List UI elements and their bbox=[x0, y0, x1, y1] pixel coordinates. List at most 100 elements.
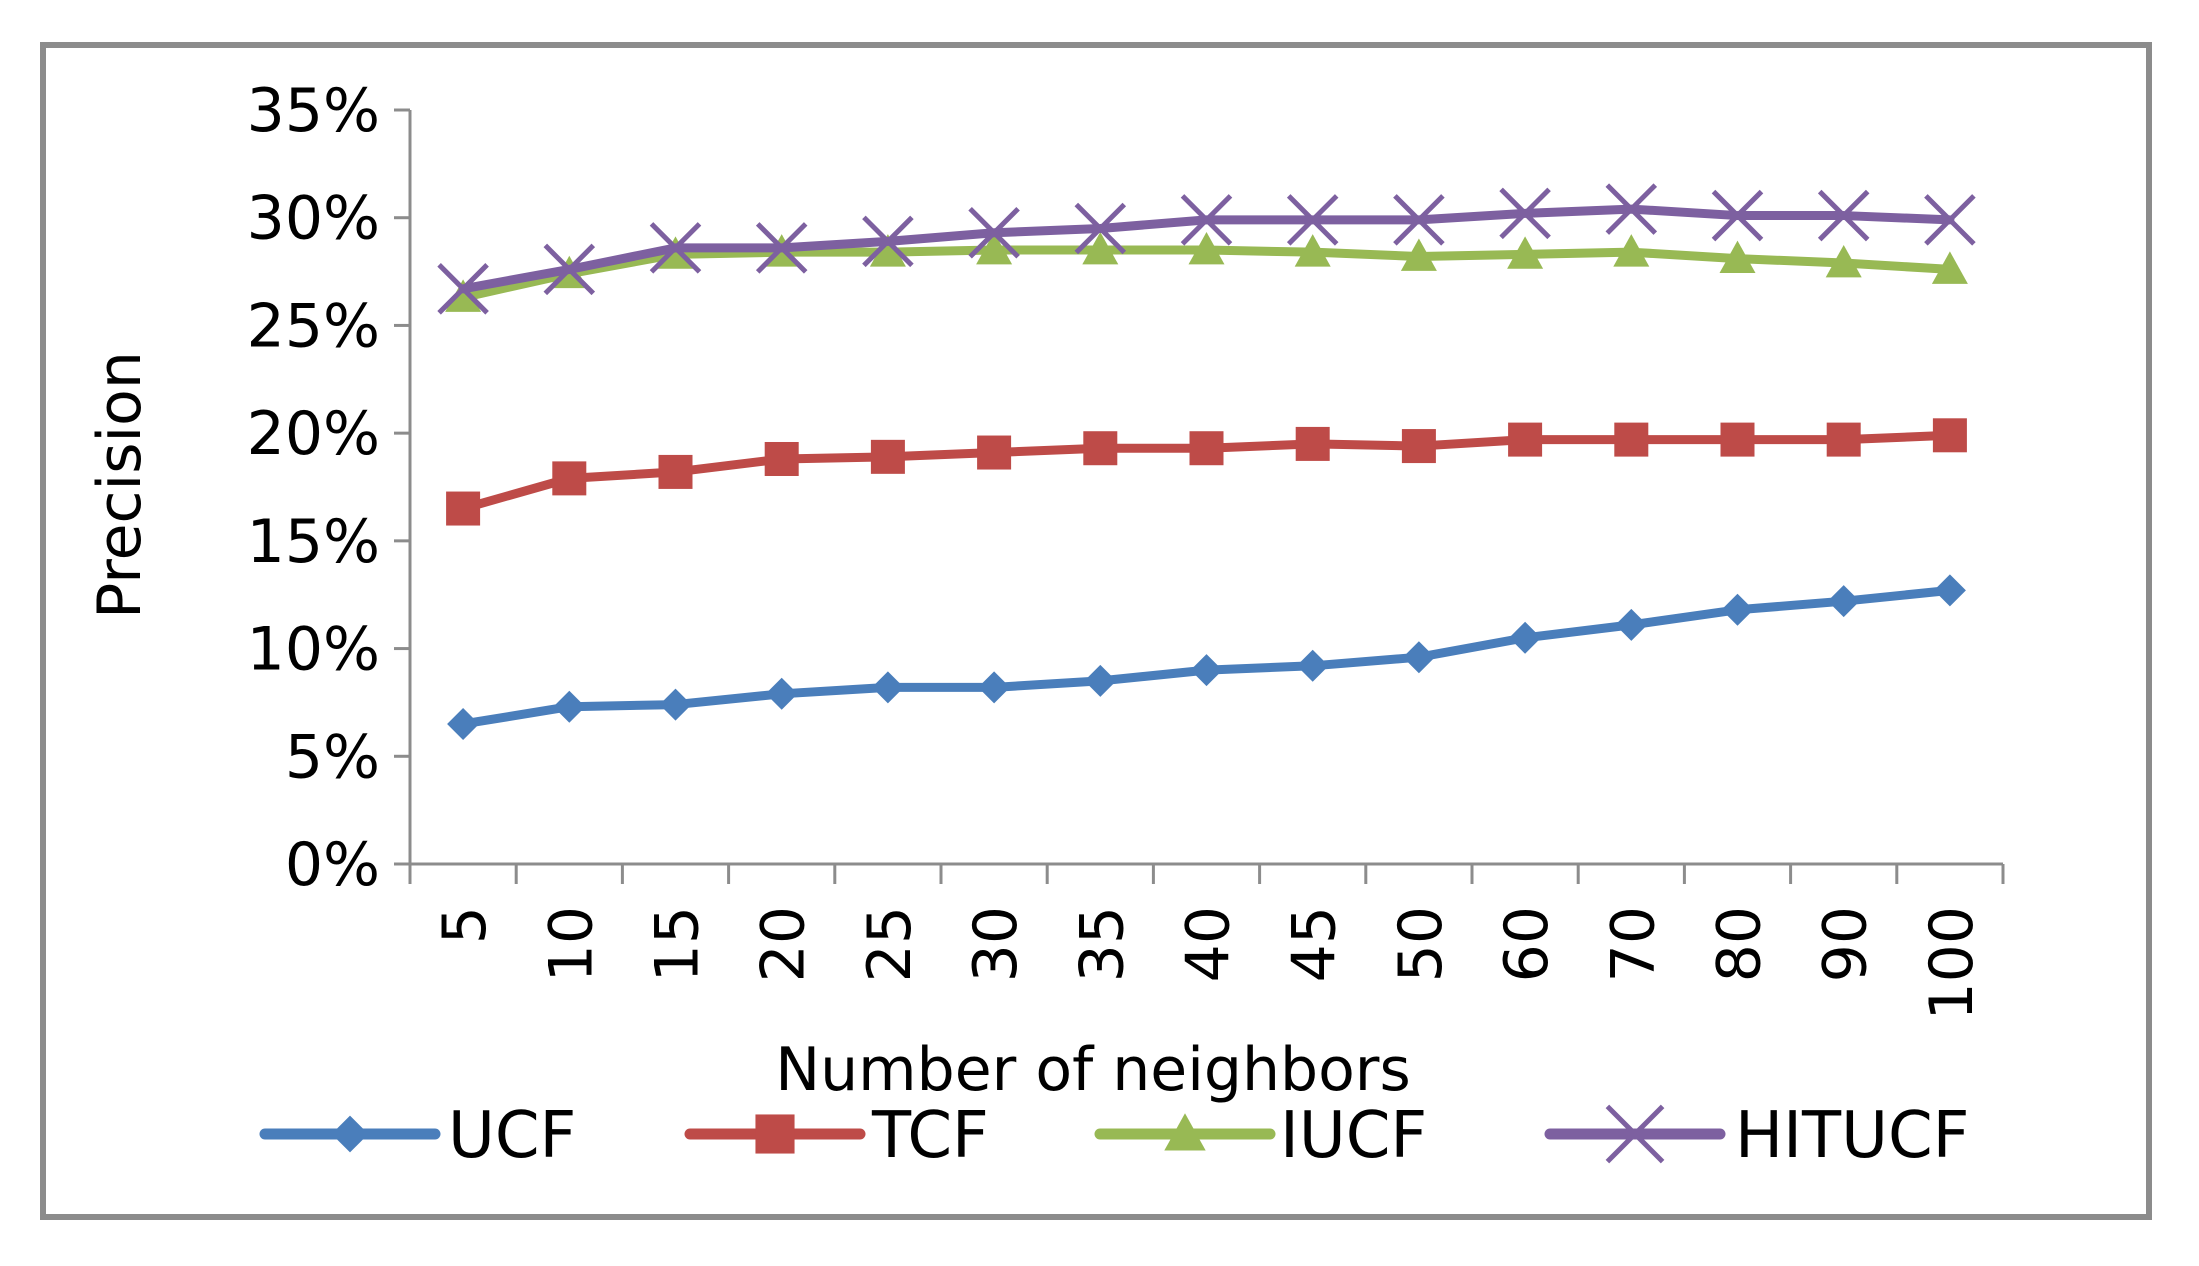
x-tick-label: 40 bbox=[1174, 906, 1244, 982]
data-point-hitucf bbox=[543, 243, 596, 296]
x-tick-label: 60 bbox=[1492, 906, 1562, 982]
y-tick-label: 35% bbox=[247, 76, 380, 146]
data-point-tcf bbox=[977, 435, 1012, 470]
data-point-hitucf bbox=[1286, 194, 1339, 246]
y-tick-label: 0% bbox=[285, 830, 380, 900]
data-point-hitucf bbox=[1393, 194, 1445, 246]
legend-label: IUCF bbox=[1280, 1099, 1427, 1173]
legend-entry-tcf: TCF bbox=[684, 1099, 989, 1173]
data-point-ucf bbox=[1615, 608, 1648, 641]
x-tick-label: 25 bbox=[855, 906, 925, 982]
data-point-ucf bbox=[1190, 654, 1223, 687]
data-point-hitucf bbox=[968, 207, 1020, 259]
data-point-iucf bbox=[1400, 238, 1437, 271]
data-point-hitucf bbox=[755, 222, 808, 274]
data-point-ucf bbox=[659, 688, 692, 721]
legend-marker bbox=[1164, 1113, 1206, 1151]
data-point-ucf bbox=[1721, 593, 1754, 626]
y-tick-label: 15% bbox=[247, 507, 380, 577]
data-point-hitucf bbox=[1074, 202, 1127, 255]
legend-entry-ucf: UCF bbox=[259, 1099, 576, 1173]
data-point-hitucf bbox=[1711, 189, 1764, 242]
data-point-tcf bbox=[1720, 422, 1755, 457]
data-point-iucf bbox=[1931, 251, 1968, 284]
data-point-tcf bbox=[1401, 429, 1436, 464]
legend-marker bbox=[755, 1114, 795, 1154]
data-point-iucf bbox=[1188, 232, 1225, 265]
y-ticks: 0% 5% 10% 15% 20% 25% 30% 35% bbox=[247, 76, 410, 900]
data-point-hitucf bbox=[1817, 189, 1870, 242]
data-point-tcf bbox=[1508, 422, 1543, 457]
legend-label: HITUCF bbox=[1735, 1099, 1969, 1173]
data-point-ucf bbox=[871, 671, 904, 704]
data-point-ucf bbox=[553, 690, 586, 723]
data-point-iucf bbox=[1825, 244, 1862, 278]
x-tick-label: 15 bbox=[643, 906, 713, 982]
legend-entry-iucf: IUCF bbox=[1094, 1099, 1427, 1173]
legend-label: TCF bbox=[871, 1099, 989, 1173]
data-point-iucf bbox=[1613, 234, 1650, 267]
data-point-ucf bbox=[447, 707, 480, 740]
data-point-tcf bbox=[446, 491, 481, 526]
data-point-hitucf bbox=[1499, 187, 1551, 240]
data-point-iucf bbox=[1082, 232, 1119, 265]
data-point-tcf bbox=[1614, 422, 1649, 457]
y-tick-label: 5% bbox=[285, 722, 380, 792]
chart-frame bbox=[40, 42, 2152, 1220]
data-point-ucf bbox=[1402, 641, 1435, 674]
x-tick-label: 100 bbox=[1917, 906, 1987, 1021]
x-tick-label: 10 bbox=[536, 906, 606, 982]
y-tick-label: 20% bbox=[247, 399, 380, 469]
x-tick-label: 50 bbox=[1386, 906, 1456, 982]
y-tick-label: 10% bbox=[247, 615, 380, 685]
data-point-ucf bbox=[765, 677, 798, 710]
x-tick-label: 30 bbox=[961, 906, 1031, 982]
data-point-ucf bbox=[1933, 574, 1966, 607]
data-point-hitucf bbox=[649, 222, 702, 274]
y-tick-label: 30% bbox=[247, 184, 380, 254]
x-tick-label: 70 bbox=[1598, 906, 1668, 982]
legend: UCF TCF IUCF HITUCF bbox=[259, 1099, 1969, 1173]
data-point-tcf bbox=[1083, 431, 1118, 466]
data-point-iucf bbox=[657, 236, 694, 269]
data-point-ucf bbox=[978, 671, 1011, 704]
data-point-tcf bbox=[552, 461, 587, 496]
x-tick-label: 5 bbox=[430, 906, 500, 944]
data-point-ucf bbox=[1827, 585, 1860, 618]
x-ticks: 5 10 15 20 25 30 35 40 45 50 60 70 80 90 100 bbox=[408, 864, 2005, 1021]
data-point-tcf bbox=[870, 439, 905, 474]
series-hitucf bbox=[437, 183, 1976, 315]
data-point-hitucf bbox=[437, 263, 489, 315]
y-tick-label: 25% bbox=[247, 291, 380, 361]
data-point-iucf bbox=[1507, 236, 1544, 269]
legend-label: UCF bbox=[448, 1099, 576, 1173]
legend-entry-hitucf: HITUCF bbox=[1544, 1099, 1969, 1173]
x-tick-label: 35 bbox=[1067, 906, 1137, 982]
data-point-ucf bbox=[1296, 649, 1329, 682]
data-point-ucf bbox=[1084, 664, 1117, 697]
series-tcf bbox=[446, 418, 1967, 526]
x-tick-label: 90 bbox=[1811, 906, 1881, 982]
data-point-tcf bbox=[1826, 422, 1861, 457]
x-axis-title: Number of neighbors bbox=[775, 1035, 1410, 1105]
series-iucf bbox=[445, 232, 1968, 312]
data-point-hitucf bbox=[1924, 194, 1976, 246]
data-point-tcf bbox=[1932, 418, 1967, 453]
data-point-iucf bbox=[445, 279, 482, 312]
series-group bbox=[437, 183, 1976, 740]
data-point-iucf bbox=[1719, 240, 1756, 274]
data-point-iucf bbox=[1294, 234, 1331, 267]
x-tick-label: 20 bbox=[749, 906, 819, 982]
y-axis-title: Precision bbox=[85, 351, 155, 619]
data-point-hitucf bbox=[862, 215, 914, 268]
data-point-tcf bbox=[658, 454, 693, 489]
data-point-hitucf bbox=[1180, 194, 1233, 246]
data-point-tcf bbox=[1295, 426, 1330, 461]
x-tick-label: 45 bbox=[1280, 906, 1350, 982]
data-point-tcf bbox=[1189, 431, 1224, 466]
axes bbox=[408, 110, 2003, 866]
data-point-iucf bbox=[869, 234, 906, 267]
data-point-ucf bbox=[1509, 621, 1542, 654]
series-ucf bbox=[447, 574, 1966, 740]
